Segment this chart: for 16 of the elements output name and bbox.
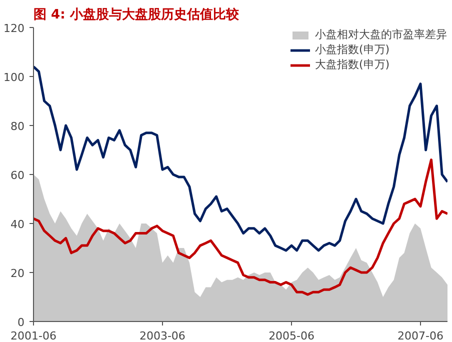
y-tick-label: 20 bbox=[10, 267, 25, 280]
x-tick-label: 2005-06 bbox=[268, 330, 315, 342]
legend-label: 小盘指数(申万) bbox=[315, 42, 390, 57]
legend-label: 小盘相对大盘的市盈率差异 bbox=[315, 27, 447, 42]
y-tick-label: 60 bbox=[10, 169, 25, 182]
y-tick-label: 120 bbox=[4, 22, 25, 35]
y-tick-label: 100 bbox=[4, 71, 25, 84]
chart-title: 图 4: 小盘股与大盘股历史估值比较 bbox=[34, 6, 240, 22]
y-tick-label: 80 bbox=[10, 120, 25, 133]
x-tick-label: 2007-06 bbox=[397, 330, 444, 342]
legend-label: 大盘指数(申万) bbox=[315, 57, 390, 72]
y-tick-label: 40 bbox=[10, 218, 25, 231]
line-series bbox=[34, 158, 448, 296]
x-tick-label: 2003-06 bbox=[139, 330, 186, 342]
y-tick-label: 0 bbox=[18, 316, 24, 329]
x-tick-label: 2001-06 bbox=[10, 330, 56, 342]
